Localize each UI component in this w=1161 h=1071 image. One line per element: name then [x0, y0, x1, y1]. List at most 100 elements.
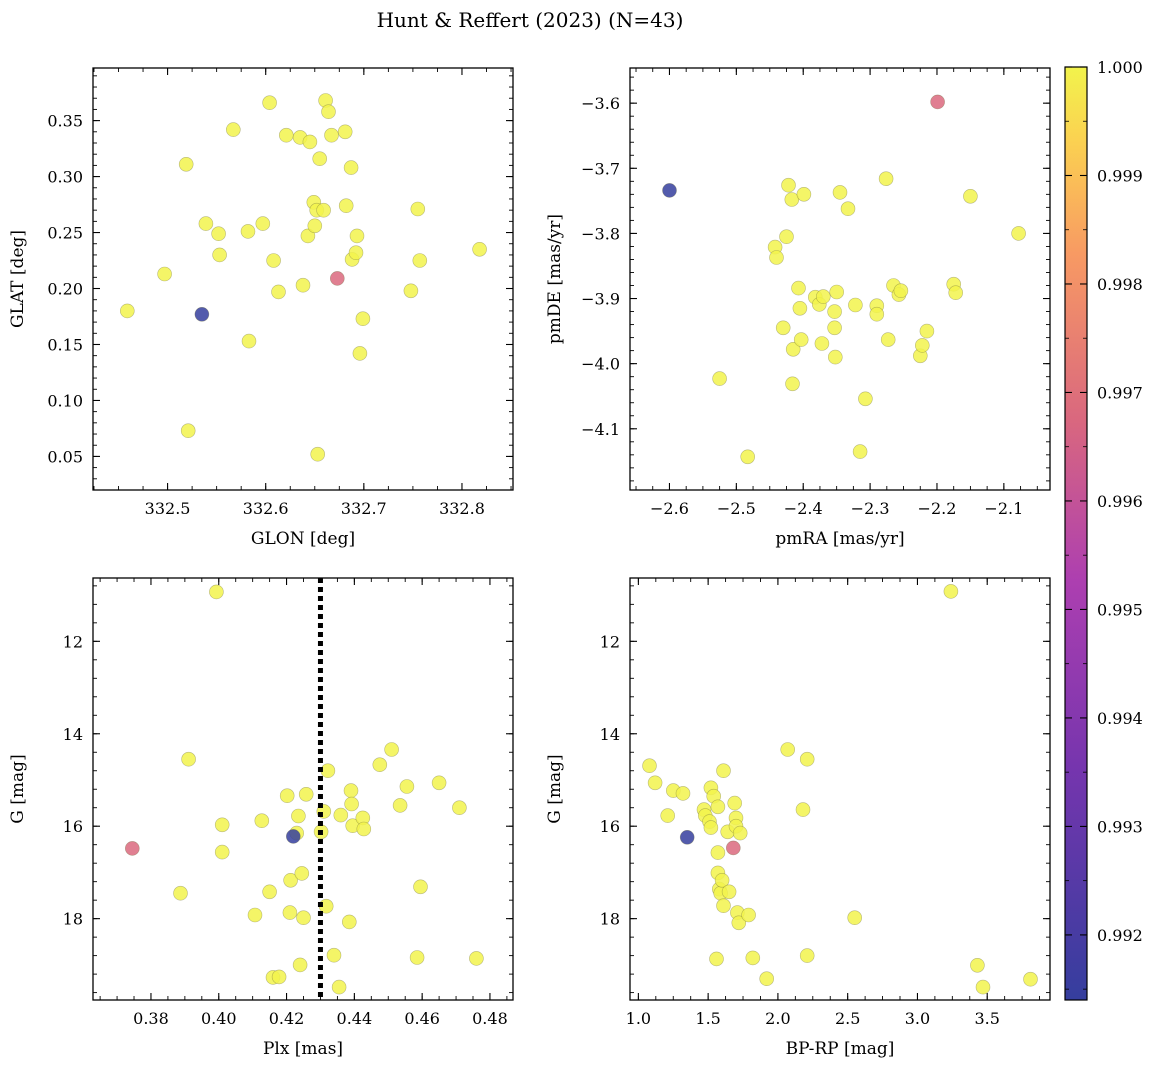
data-point — [780, 742, 796, 757]
data-point — [329, 271, 345, 286]
data-point — [712, 371, 727, 386]
y-tick-label: −3.6 — [581, 94, 620, 113]
data-point — [827, 320, 842, 336]
data-point — [721, 884, 737, 900]
data-point — [392, 798, 408, 813]
panel-plx-g: 0.38 0.40 0.42 0.44 0.46 0.48 12 14 16 18 Plx [mas… — [8, 577, 514, 1059]
data-point — [452, 800, 467, 816]
y-tick-label: 12 — [600, 632, 620, 651]
data-point — [472, 242, 487, 257]
data-point — [792, 300, 808, 316]
x-tick-label: 332.7 — [341, 499, 387, 518]
data-point — [919, 323, 935, 339]
data-point — [785, 341, 801, 357]
data-point — [893, 283, 909, 299]
data-point — [198, 216, 214, 231]
data-point — [310, 446, 326, 462]
axes-frame — [629, 67, 1051, 491]
data-point — [262, 884, 277, 900]
panel-pmra-pmde: −2.6 −2.5 −2.4 −2.3 −2.2 −2.1 −4.1 −4.0 −3.9 −3.8… — [545, 67, 1051, 549]
colorbar-tick-label: 0.994 — [1097, 709, 1143, 728]
colorbar-tick-label: 0.998 — [1097, 275, 1143, 294]
data-point — [815, 289, 831, 304]
data-point — [727, 795, 743, 811]
data-point — [725, 840, 741, 856]
data-point — [173, 885, 188, 901]
figure-title: Hunt & Reffert (2023) (N=43) — [377, 8, 684, 32]
data-point — [703, 820, 719, 835]
data-point — [795, 802, 811, 817]
data-point — [847, 910, 863, 926]
colorbar: 0.992 0.993 0.994 0.995 0.996 0.997 0.998 0.999… — [1064, 58, 1143, 1001]
data-point — [963, 189, 978, 204]
data-point — [331, 979, 347, 995]
y-tick-label: −3.9 — [581, 290, 620, 309]
data-point — [180, 423, 196, 439]
colorbar-tick-label: 0.993 — [1097, 817, 1143, 836]
data-point — [355, 311, 371, 327]
data-point — [292, 957, 308, 973]
y-axis-label: pmDE [mas/yr] — [545, 214, 565, 344]
data-point — [384, 742, 399, 757]
x-axis-label: Plx [mas] — [263, 1039, 343, 1059]
y-tick-label: −3.7 — [581, 159, 620, 178]
colorbar-tick-label: 0.996 — [1097, 492, 1143, 511]
panel-bprp-g: 1.0 1.5 2.0 2.5 3.0 3.5 12 14 16 18 BP-RP [mag] G [… — [545, 577, 1051, 1059]
data-point — [302, 134, 318, 150]
axes-frame — [629, 577, 1051, 1001]
data-point — [679, 829, 695, 845]
data-point — [1023, 971, 1038, 987]
data-point — [832, 185, 848, 200]
x-tick-label: −2.4 — [784, 499, 823, 518]
x-tick-label: −2.1 — [984, 499, 1023, 518]
data-point — [930, 94, 945, 110]
panel-glon-glat: 332.5 332.6 332.7 332.8 0.05 0.10 0.15 0.20 0.25… — [8, 67, 514, 549]
data-point — [181, 751, 196, 767]
data-point — [321, 104, 336, 119]
x-tick-label: 3.0 — [905, 1009, 930, 1028]
x-tick-label: 0.44 — [337, 1009, 373, 1028]
data-point — [785, 376, 800, 392]
x-tick-label: 332.5 — [145, 499, 191, 518]
x-tick-label: 0.46 — [404, 1009, 440, 1028]
x-tick-label: 1.0 — [626, 1009, 651, 1028]
x-tick-label: 0.48 — [472, 1009, 508, 1028]
data-point — [791, 280, 806, 296]
data-point — [848, 297, 863, 313]
data-point — [914, 338, 930, 353]
x-axis-label: pmRA [mas/yr] — [775, 529, 904, 549]
data-point — [781, 177, 796, 193]
data-point — [296, 910, 311, 926]
y-tick-label: −4.0 — [581, 355, 620, 374]
x-tick-label: −2.5 — [717, 499, 756, 518]
y-tick-label: 16 — [63, 817, 83, 836]
data-point — [307, 218, 323, 234]
y-tick-label: 0.30 — [47, 168, 83, 187]
y-axis-label: GLAT [deg] — [8, 230, 28, 328]
data-point — [970, 957, 985, 973]
data-point — [125, 841, 140, 856]
data-point — [214, 817, 230, 833]
data-point — [662, 183, 677, 198]
data-point — [469, 951, 484, 966]
data-point — [247, 907, 263, 923]
data-point — [878, 171, 894, 186]
y-tick-label: 18 — [600, 910, 620, 929]
data-point — [409, 950, 425, 965]
data-point — [352, 346, 368, 361]
data-point — [271, 284, 286, 300]
y-tick-label: 12 — [63, 632, 83, 651]
data-point — [793, 332, 809, 347]
data-point — [799, 948, 815, 963]
data-point — [775, 320, 791, 336]
data-point — [300, 228, 316, 244]
data-point — [320, 763, 336, 779]
data-point — [120, 303, 135, 319]
data-point — [291, 808, 306, 824]
data-point — [827, 304, 842, 319]
data-point — [814, 336, 830, 351]
x-axis-label: BP-RP [mag] — [786, 1039, 895, 1059]
data-point — [840, 201, 856, 216]
data-point — [732, 825, 748, 841]
